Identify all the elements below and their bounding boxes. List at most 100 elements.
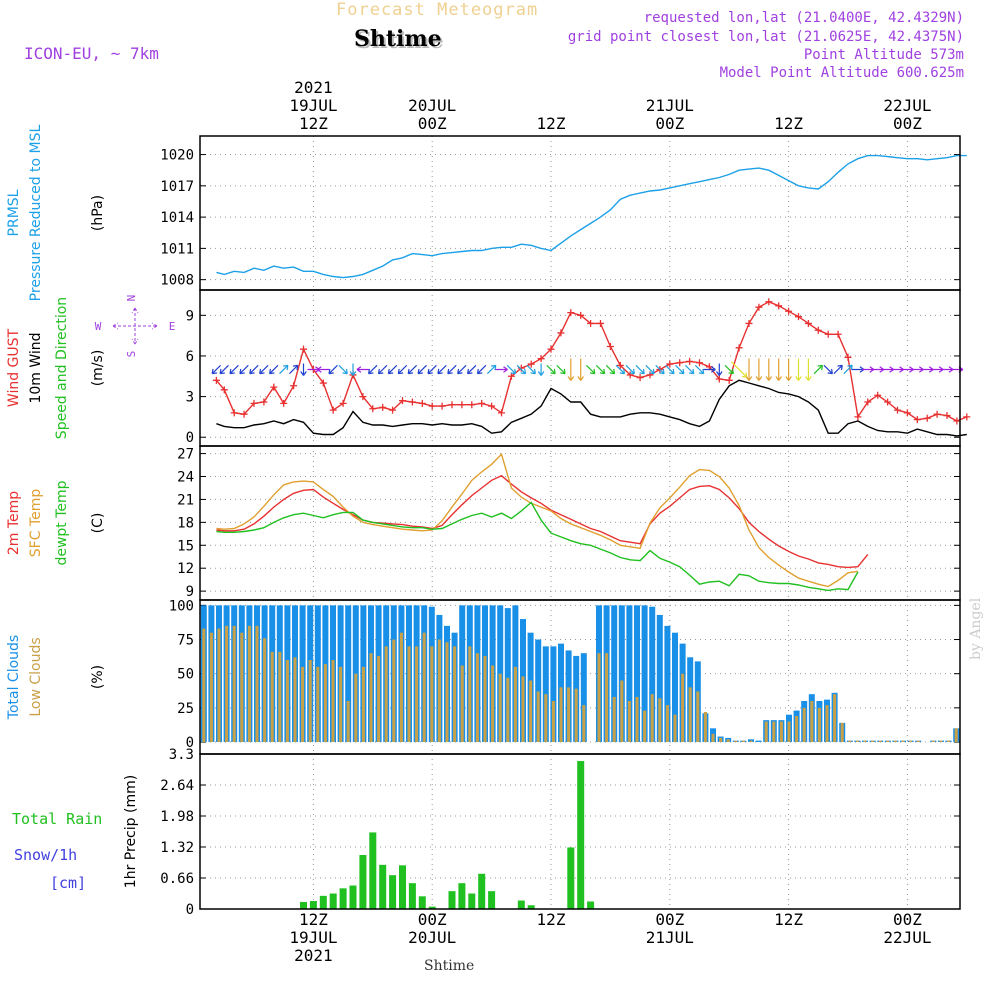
wind-vector-arrow (645, 364, 655, 375)
wind-vector-arrow (300, 363, 307, 376)
gust-marker (587, 319, 595, 327)
gust-marker (755, 303, 763, 311)
gust-marker (488, 402, 496, 410)
low-cloud-bar (225, 625, 229, 742)
panel-unit: (%) (90, 665, 106, 689)
gust-marker (428, 402, 436, 410)
time-label-top: 12Z (774, 114, 803, 133)
wind-vector-arrow (635, 364, 645, 375)
low-cloud-bar (916, 740, 920, 742)
gust-marker (943, 412, 951, 420)
gust-marker (834, 330, 842, 338)
gust-marker (903, 409, 911, 417)
low-cloud-bar (407, 646, 411, 742)
panel-label: 10m Wind (28, 332, 44, 403)
gust-marker (567, 309, 575, 317)
gust-marker (577, 311, 585, 319)
wind-vector-arrow (316, 366, 330, 373)
total-cloud-bar (656, 614, 663, 742)
gust-marker (379, 403, 387, 411)
low-cloud-bar (696, 691, 700, 742)
total-cloud-bar (504, 608, 511, 742)
time-label-bottom: 2021 (294, 946, 333, 965)
low-cloud-bar (202, 628, 206, 742)
y-tick-label: 50 (177, 667, 194, 683)
wind-vector-arrow (625, 364, 635, 375)
rain-bar (577, 761, 585, 909)
low-cloud-bar (255, 625, 259, 742)
series-line-10m-wind (216, 379, 967, 437)
wind-vector-arrow (694, 364, 705, 375)
low-cloud-bar (635, 696, 639, 742)
y-tick-label: 24 (177, 470, 194, 486)
low-cloud-bar (726, 739, 730, 742)
low-cloud-bar (833, 694, 837, 742)
panel-label: Speed and Direction (54, 297, 70, 439)
rain-bar (408, 883, 416, 909)
low-cloud-bar (711, 733, 715, 742)
gust-marker (686, 357, 694, 365)
low-cloud-bar (422, 632, 426, 742)
low-cloud-bar (468, 646, 472, 742)
point-altitude: Point Altitude 573m (803, 47, 964, 63)
y-tick-label: 0 (186, 735, 194, 751)
low-cloud-bar (437, 639, 441, 742)
grid-point-coordinates: grid point closest lon,lat (21.0625E, 42… (567, 29, 964, 45)
time-label-top: 21JUL (646, 96, 694, 115)
low-cloud-bar (445, 642, 449, 742)
panel-label: Total Rain (12, 810, 102, 828)
total-cloud-bar (611, 605, 618, 742)
time-label-top: 20JUL (408, 96, 456, 115)
gust-marker (854, 413, 862, 421)
panel-unit: (m/s) (90, 350, 106, 387)
low-cloud-bar (285, 660, 289, 742)
compass-rose-icon (112, 307, 158, 345)
low-cloud-bar (483, 655, 487, 742)
rain-bar (418, 896, 426, 909)
y-tick-label: 3.3 (169, 747, 194, 763)
gust-marker (884, 398, 892, 406)
y-tick-label: 27 (177, 447, 194, 463)
y-tick-label: 3 (186, 390, 194, 406)
low-cloud-bar (825, 705, 829, 742)
wind-vector-arrow (585, 364, 596, 375)
panel-unit: (hPa) (90, 195, 106, 231)
low-cloud-bar (658, 698, 662, 742)
time-label-top: 00Z (893, 114, 922, 133)
low-cloud-bar (559, 687, 563, 742)
low-cloud-bar (855, 740, 859, 742)
series-line-2m-temp (216, 474, 869, 569)
gust-marker (300, 345, 307, 353)
wind-vector-arrow (567, 358, 575, 381)
total-cloud-bar (649, 606, 656, 742)
low-cloud-bar (810, 701, 814, 742)
low-cloud-bar (772, 721, 776, 742)
time-label-top: 00Z (418, 114, 447, 133)
time-label-top: 12Z (537, 114, 566, 133)
gust-marker (963, 413, 971, 421)
panel-frame-clouds (199, 599, 961, 755)
time-label-bottom: 12Z (537, 910, 566, 929)
compass-north: N (125, 295, 138, 302)
y-tick-label: 1.98 (160, 809, 194, 825)
wind-vector-arrow (823, 364, 833, 375)
gust-marker (478, 399, 486, 407)
total-cloud-bar (664, 625, 671, 742)
total-cloud-bar (626, 605, 633, 742)
gust-marker (369, 405, 377, 413)
gust-marker (557, 329, 565, 337)
wind-vector-arrow (526, 364, 536, 375)
gust-marker (458, 401, 466, 409)
panel-frame-pressure (199, 135, 961, 291)
rain-bar (567, 847, 575, 909)
wind-vector-arrow (785, 358, 792, 381)
wind-vector-arrow (288, 364, 299, 375)
gust-marker (814, 326, 822, 334)
time-label-bottom: 00Z (893, 910, 922, 929)
y-tick-label: 1014 (160, 210, 194, 226)
low-cloud-bar (703, 711, 707, 742)
low-cloud-bar (240, 632, 244, 742)
gust-marker (339, 399, 347, 407)
low-cloud-bar (339, 666, 343, 742)
